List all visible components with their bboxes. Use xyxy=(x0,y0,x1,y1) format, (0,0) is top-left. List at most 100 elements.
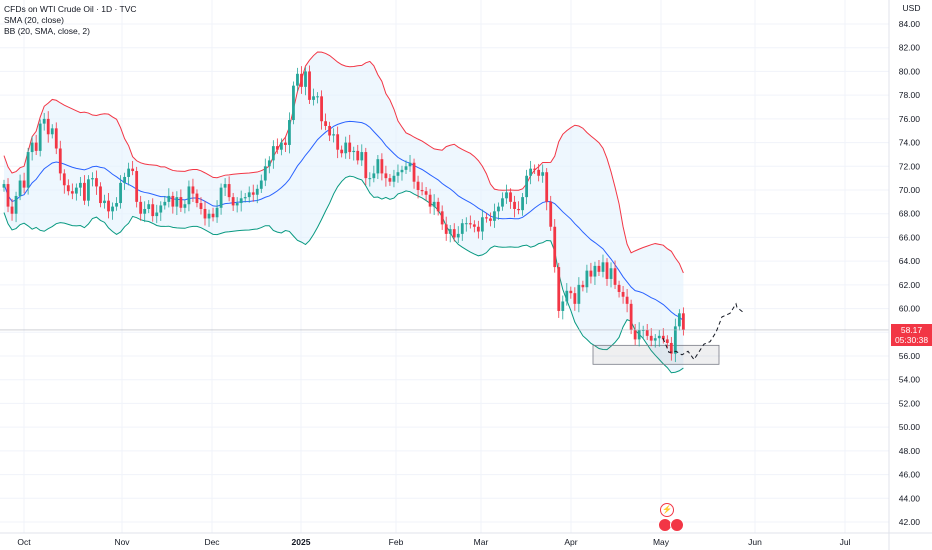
lightning-icon[interactable]: ⚡ xyxy=(660,503,674,517)
candle-body xyxy=(107,200,110,212)
support-zone-rect xyxy=(592,344,720,365)
candle-body xyxy=(336,134,340,150)
chart-legend: CFDs on WTI Crude Oil · 1D · TVC SMA (20… xyxy=(4,4,137,37)
candle-body xyxy=(316,96,319,98)
candle-body xyxy=(649,335,653,341)
symbol-title[interactable]: CFDs on WTI Crude Oil · 1D · TVC xyxy=(4,4,137,14)
candle-body xyxy=(573,293,577,304)
candle-body xyxy=(420,190,424,192)
candle-body xyxy=(569,290,573,294)
candle-body xyxy=(259,180,263,189)
price-tick-label: 82.00 xyxy=(899,43,921,53)
candle-body xyxy=(183,204,187,208)
candle-body xyxy=(324,121,327,126)
candle-body xyxy=(497,206,500,212)
projection-path[interactable] xyxy=(662,302,744,361)
bb-legend[interactable]: BB (20, SMA, close, 2) xyxy=(4,26,90,36)
price-tick-label: 76.00 xyxy=(899,114,921,124)
time-axis[interactable]: Oct Nov Dec 2025 Feb Mar Apr May Jun Jul xyxy=(0,532,932,547)
candle-body xyxy=(412,162,416,182)
candle-body xyxy=(78,182,82,188)
bollinger-bands xyxy=(3,51,684,374)
candle-body xyxy=(235,203,239,206)
candle-body xyxy=(271,146,275,161)
candle-body xyxy=(400,169,404,173)
candle-body xyxy=(284,142,287,145)
price-tick-label: 78.00 xyxy=(899,90,921,100)
candle-body xyxy=(187,186,191,205)
candle-body xyxy=(191,186,195,194)
candle-body xyxy=(645,329,649,336)
currency-label[interactable]: USD xyxy=(902,3,921,13)
candle-body xyxy=(207,213,211,219)
candle-body xyxy=(501,198,504,207)
candle-body xyxy=(537,169,541,176)
candle-body xyxy=(444,224,448,234)
candle-body xyxy=(372,173,376,179)
candle-body xyxy=(247,192,251,198)
candle-body xyxy=(139,201,143,214)
price-axis[interactable]: 84.00 82.00 80.00 78.00 76.00 74.00 72.00 70.00… xyxy=(888,0,921,550)
price-tick-label: 62.00 xyxy=(899,280,921,290)
candle-body xyxy=(485,217,488,219)
candle-body xyxy=(561,301,565,311)
candle-body xyxy=(300,73,303,87)
candle-body xyxy=(123,176,126,183)
candle-body xyxy=(472,224,476,227)
candle-body xyxy=(356,150,360,161)
support-zone-box[interactable] xyxy=(592,344,720,365)
candle-body xyxy=(219,187,223,208)
price-tick-label: 48.00 xyxy=(899,446,921,456)
candle-body xyxy=(505,192,508,199)
candle-body xyxy=(368,178,372,180)
candle-body xyxy=(308,71,311,100)
us-flag-icon[interactable] xyxy=(670,518,684,532)
candle-body xyxy=(521,197,524,211)
candle-body xyxy=(581,284,585,288)
candle-body xyxy=(2,184,6,188)
candle-body xyxy=(440,211,444,225)
candle-body xyxy=(267,160,271,167)
candle-body xyxy=(545,172,549,202)
candle-body xyxy=(480,217,484,232)
candle-body xyxy=(292,85,295,121)
time-tick-label: Jul xyxy=(840,537,851,547)
candle-body xyxy=(46,118,50,135)
candle-body xyxy=(231,197,235,206)
candle-body xyxy=(657,335,661,339)
candle-body xyxy=(296,73,299,86)
candle-body xyxy=(103,200,106,204)
candle-body xyxy=(159,205,163,213)
candle-body xyxy=(54,128,58,149)
time-tick-label: Oct xyxy=(17,537,31,547)
candle-body xyxy=(30,142,34,153)
candle-body xyxy=(263,166,267,181)
price-tick-label: 68.00 xyxy=(899,209,921,219)
candle-body xyxy=(143,208,147,214)
candle-body xyxy=(424,191,428,195)
candle-body xyxy=(533,168,537,170)
candle-body xyxy=(163,201,167,206)
candle-body xyxy=(352,150,356,153)
candle-body xyxy=(87,179,90,201)
candle-body xyxy=(344,142,348,154)
candle-body xyxy=(167,195,171,202)
candle-body xyxy=(617,284,621,292)
candle-body xyxy=(147,204,151,209)
candle-body xyxy=(436,201,440,212)
candle-body xyxy=(332,134,336,136)
candle-body xyxy=(392,175,396,182)
candle-body xyxy=(593,265,597,277)
candle-body xyxy=(517,208,520,211)
candle-body xyxy=(195,193,199,204)
bar-countdown: 05:30:38 xyxy=(894,334,929,345)
candle-body xyxy=(380,159,384,174)
time-tick-label: Mar xyxy=(474,537,489,547)
time-tick-label: May xyxy=(653,537,670,547)
sma-legend[interactable]: SMA (20, close) xyxy=(4,15,64,25)
price-tick-label: 84.00 xyxy=(899,19,921,29)
bb-lower-line xyxy=(3,175,684,374)
candle-body xyxy=(669,342,673,354)
price-tick-label: 42.00 xyxy=(899,517,921,527)
